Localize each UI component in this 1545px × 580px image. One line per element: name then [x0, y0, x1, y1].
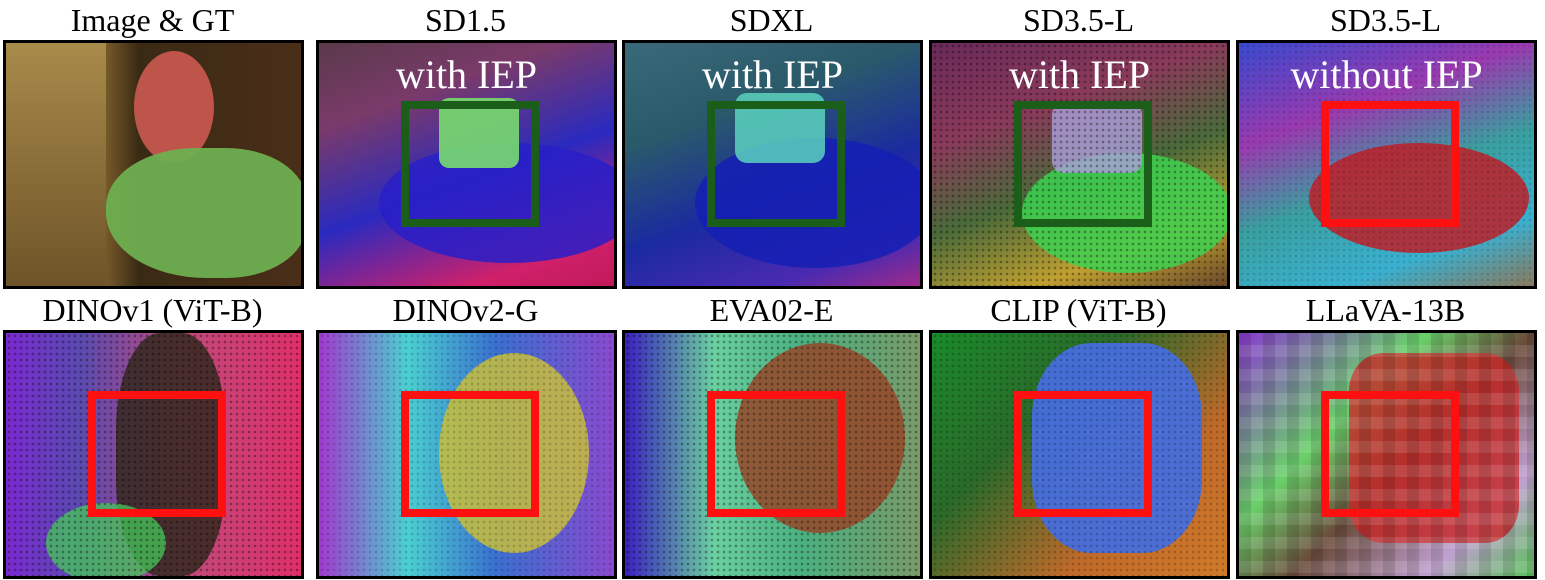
- overlay-label: without IEP: [1290, 52, 1483, 97]
- panel-title: SD3.5-L: [1022, 2, 1135, 38]
- feature-map-sd35-with-iep: with IEP: [929, 40, 1230, 289]
- image-with-ground-truth: [3, 40, 304, 289]
- feature-map-sd15: with IEP: [316, 40, 617, 289]
- overlay-label: with IEP: [1008, 52, 1151, 97]
- highlight-box: [1321, 391, 1459, 517]
- panel-title: LLaVA-13B: [1305, 292, 1466, 328]
- gt-mask-green: [106, 148, 301, 278]
- feature-map-dinov1: [3, 330, 304, 579]
- highlight-box: [401, 391, 539, 517]
- feature-map-dinov2: [316, 330, 617, 579]
- panel-title: EVA02-E: [709, 292, 834, 328]
- panel-title: SDXL: [729, 2, 814, 38]
- highlight-box: [88, 391, 226, 517]
- door-panel: [6, 43, 106, 286]
- highlight-box: [1014, 391, 1152, 517]
- panel-title: CLIP (ViT-B): [990, 292, 1167, 328]
- feature-map-eva02: [622, 330, 923, 579]
- panel-title: SD3.5-L: [1329, 2, 1442, 38]
- highlight-box: [707, 101, 845, 227]
- overlay-label: with IEP: [701, 52, 844, 97]
- feature-map-clip: [929, 330, 1230, 579]
- highlight-box: [1014, 101, 1152, 227]
- overlay-label: with IEP: [395, 52, 538, 97]
- panel-title: Image & GT: [70, 2, 235, 38]
- gt-mask-red: [134, 51, 214, 163]
- panel-title: DINOv2-G: [392, 292, 539, 328]
- highlight-box: [401, 101, 539, 227]
- highlight-box: [707, 391, 845, 517]
- panel-title: DINOv1 (ViT-B): [42, 292, 263, 328]
- feature-map-llava: [1236, 330, 1537, 579]
- feature-map-sdxl: with IEP: [622, 40, 923, 289]
- panel-title: SD1.5: [425, 2, 506, 38]
- highlight-box: [1321, 101, 1459, 227]
- feature-map-sd35-without-iep: without IEP: [1236, 40, 1537, 289]
